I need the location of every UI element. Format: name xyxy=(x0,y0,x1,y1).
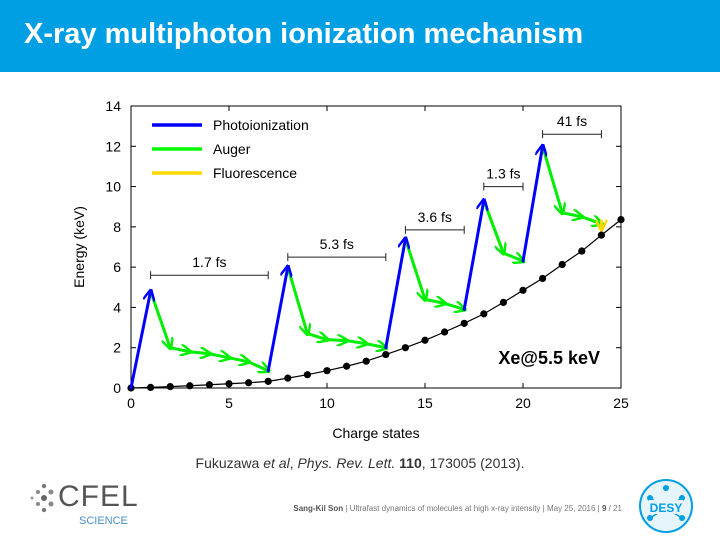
x-axis-label: Charge states xyxy=(332,425,419,441)
curve-point xyxy=(284,374,292,382)
auger-arrow xyxy=(168,348,190,352)
footer-total: / 21 xyxy=(608,504,622,513)
x-tick-label: 20 xyxy=(515,395,531,411)
curve-point xyxy=(617,216,625,224)
curve-point xyxy=(264,377,272,385)
auger-arrow xyxy=(345,341,367,344)
ionization-chart: 0 5 10 15 20 25 0 2 4 6 8 10 12 14 1.7 fs 5.3 fs 3.6 fs… xyxy=(71,98,629,441)
curve-point xyxy=(401,344,409,352)
curve-point xyxy=(460,319,468,327)
auger-arrow xyxy=(482,199,504,253)
cfel-logo-text: CFEL xyxy=(58,480,139,513)
citation-journal: Phys. Rev. Lett. xyxy=(297,455,396,471)
desy-logo-icon: DESY xyxy=(639,479,693,533)
legend-label: Photoionization xyxy=(213,117,309,133)
x-tick-label: 5 xyxy=(225,395,233,411)
x-tick-label: 25 xyxy=(613,395,629,411)
auger-arrow xyxy=(423,299,445,303)
curve-point xyxy=(382,350,390,359)
y-axis-label: Energy (keV) xyxy=(71,206,87,288)
interval-label: 3.6 fs xyxy=(418,209,452,225)
curve-point xyxy=(362,357,370,365)
auger-arrow xyxy=(443,303,465,309)
annotation-xe: Xe@5.5 keV xyxy=(498,348,600,368)
x-tick-label: 10 xyxy=(319,395,335,411)
y-tick-label: 14 xyxy=(105,98,121,114)
plot-frame xyxy=(130,105,622,389)
auger-arrow xyxy=(560,213,582,217)
auger-arrow xyxy=(188,352,210,354)
curve-point xyxy=(186,382,194,390)
curve-point xyxy=(597,231,606,239)
auger-arrow xyxy=(364,344,386,348)
curve-point xyxy=(343,362,351,370)
auger-arrow xyxy=(227,358,249,362)
y-tick-label: 10 xyxy=(105,179,121,195)
curve-point xyxy=(225,380,233,388)
footer-author: Sang-Kil Son xyxy=(293,504,344,513)
interval-label: 41 fs xyxy=(557,113,587,129)
interval-label: 5.3 fs xyxy=(320,236,354,252)
citation-rest: , 173005 (2013). xyxy=(421,455,525,471)
auger-arrow xyxy=(541,144,563,212)
legend-label: Fluorescence xyxy=(213,165,297,181)
curve-point xyxy=(499,298,507,306)
desy-logo-text: DESY xyxy=(650,501,683,515)
auger-arrow xyxy=(207,354,229,358)
curve-point xyxy=(578,247,586,255)
photoionization-arrow xyxy=(129,291,151,390)
curve-point xyxy=(303,371,311,379)
auger-arrow xyxy=(403,237,425,299)
cfel-logo: CFEL SCIENCE xyxy=(28,478,138,530)
citation-volume: 110 xyxy=(399,455,422,471)
auger-arrow xyxy=(305,334,327,340)
cfel-dots-icon xyxy=(30,483,54,513)
x-tick-label: 0 xyxy=(127,395,135,411)
y-tick-label: 8 xyxy=(113,219,121,235)
footer: Sang-Kil Son | Ultrafast dynamics of mol… xyxy=(293,504,622,513)
x-tick-label: 15 xyxy=(417,395,433,411)
curve-point xyxy=(147,383,155,391)
auger-arrow xyxy=(501,251,523,261)
y-tick-label: 12 xyxy=(105,138,121,154)
photoionization-arrow xyxy=(462,201,484,311)
title-bar: X-ray multiphoton ionization mechanism xyxy=(0,0,720,72)
curve-point xyxy=(539,274,547,283)
photoionization-arrow xyxy=(521,146,543,263)
curve-point xyxy=(166,382,174,391)
footer-talk: Ultrafast dynamics of molecules at high … xyxy=(349,504,541,513)
footer-date: May 25, 2016 xyxy=(546,504,596,513)
legend-label: Auger xyxy=(213,141,251,157)
curve-point xyxy=(205,381,213,389)
photoionization-arrow xyxy=(266,267,288,373)
curve-point xyxy=(519,286,527,294)
auger-arrow xyxy=(286,265,308,333)
interval-label: 1.7 fs xyxy=(192,254,226,270)
footer-page: 9 xyxy=(601,504,607,513)
citation-authors: Fukuzawa xyxy=(195,455,264,471)
auger-arrow xyxy=(247,360,269,371)
y-tick-label: 4 xyxy=(113,299,121,315)
interval-label: 1.3 fs xyxy=(486,166,520,182)
y-tick-label: 0 xyxy=(113,380,121,396)
auger-arrow xyxy=(325,340,347,341)
cfel-logo-subtitle: SCIENCE xyxy=(79,515,128,527)
y-tick-label: 2 xyxy=(113,340,121,356)
photoionization-arrow xyxy=(384,239,406,350)
citation-sep: , xyxy=(289,455,298,471)
curve-point xyxy=(558,260,566,269)
auger-arrow xyxy=(580,217,602,224)
citation: Fukuzawa et al, Phys. Rev. Lett. 110, 17… xyxy=(0,455,720,471)
curve-point xyxy=(441,328,449,336)
curve-point xyxy=(480,310,488,318)
slide-title: X-ray multiphoton ionization mechanism xyxy=(24,18,584,50)
curve-point xyxy=(323,367,331,375)
y-tick-label: 6 xyxy=(113,259,121,275)
curve-point xyxy=(421,336,429,344)
curve-point xyxy=(245,379,253,387)
citation-etal: et al xyxy=(263,455,290,471)
auger-arrow xyxy=(149,289,171,347)
